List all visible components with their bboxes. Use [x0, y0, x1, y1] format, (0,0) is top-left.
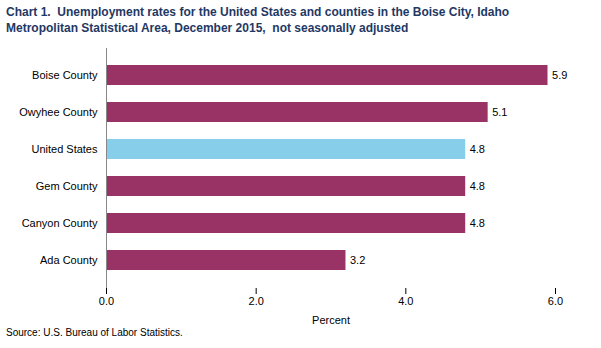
svg-text:Ada County: Ada County — [40, 254, 98, 266]
svg-text:4.8: 4.8 — [470, 217, 485, 229]
svg-text:3.2: 3.2 — [350, 254, 365, 266]
svg-text:4.0: 4.0 — [398, 295, 413, 307]
svg-text:2.0: 2.0 — [249, 295, 264, 307]
svg-text:Boise County: Boise County — [32, 69, 98, 81]
svg-text:Gem County: Gem County — [36, 180, 98, 192]
svg-text:Owyhee County: Owyhee County — [19, 106, 98, 118]
svg-text:Canyon County: Canyon County — [22, 217, 98, 229]
html-text:Metropolitan Statistical Area,: Metropolitan Statistical Area, December … — [6, 21, 409, 35]
html-text:Source: U.S. Bureau of Labor S: Source: U.S. Bureau of Labor Statistics. — [6, 327, 183, 338]
svg-text:Percent: Percent — [312, 314, 350, 326]
html-text:Chart 1. Unemployment rates fo: Chart 1. Unemployment rates for the Unit… — [6, 5, 510, 19]
svg-text:5.1: 5.1 — [492, 106, 507, 118]
svg-text:5.9: 5.9 — [552, 69, 567, 81]
svg-text:0.0: 0.0 — [99, 295, 114, 307]
svg-text:6.0: 6.0 — [548, 295, 563, 307]
svg-text:United States: United States — [31, 143, 98, 155]
svg-text:4.8: 4.8 — [470, 143, 485, 155]
svg-text:4.8: 4.8 — [470, 180, 485, 192]
